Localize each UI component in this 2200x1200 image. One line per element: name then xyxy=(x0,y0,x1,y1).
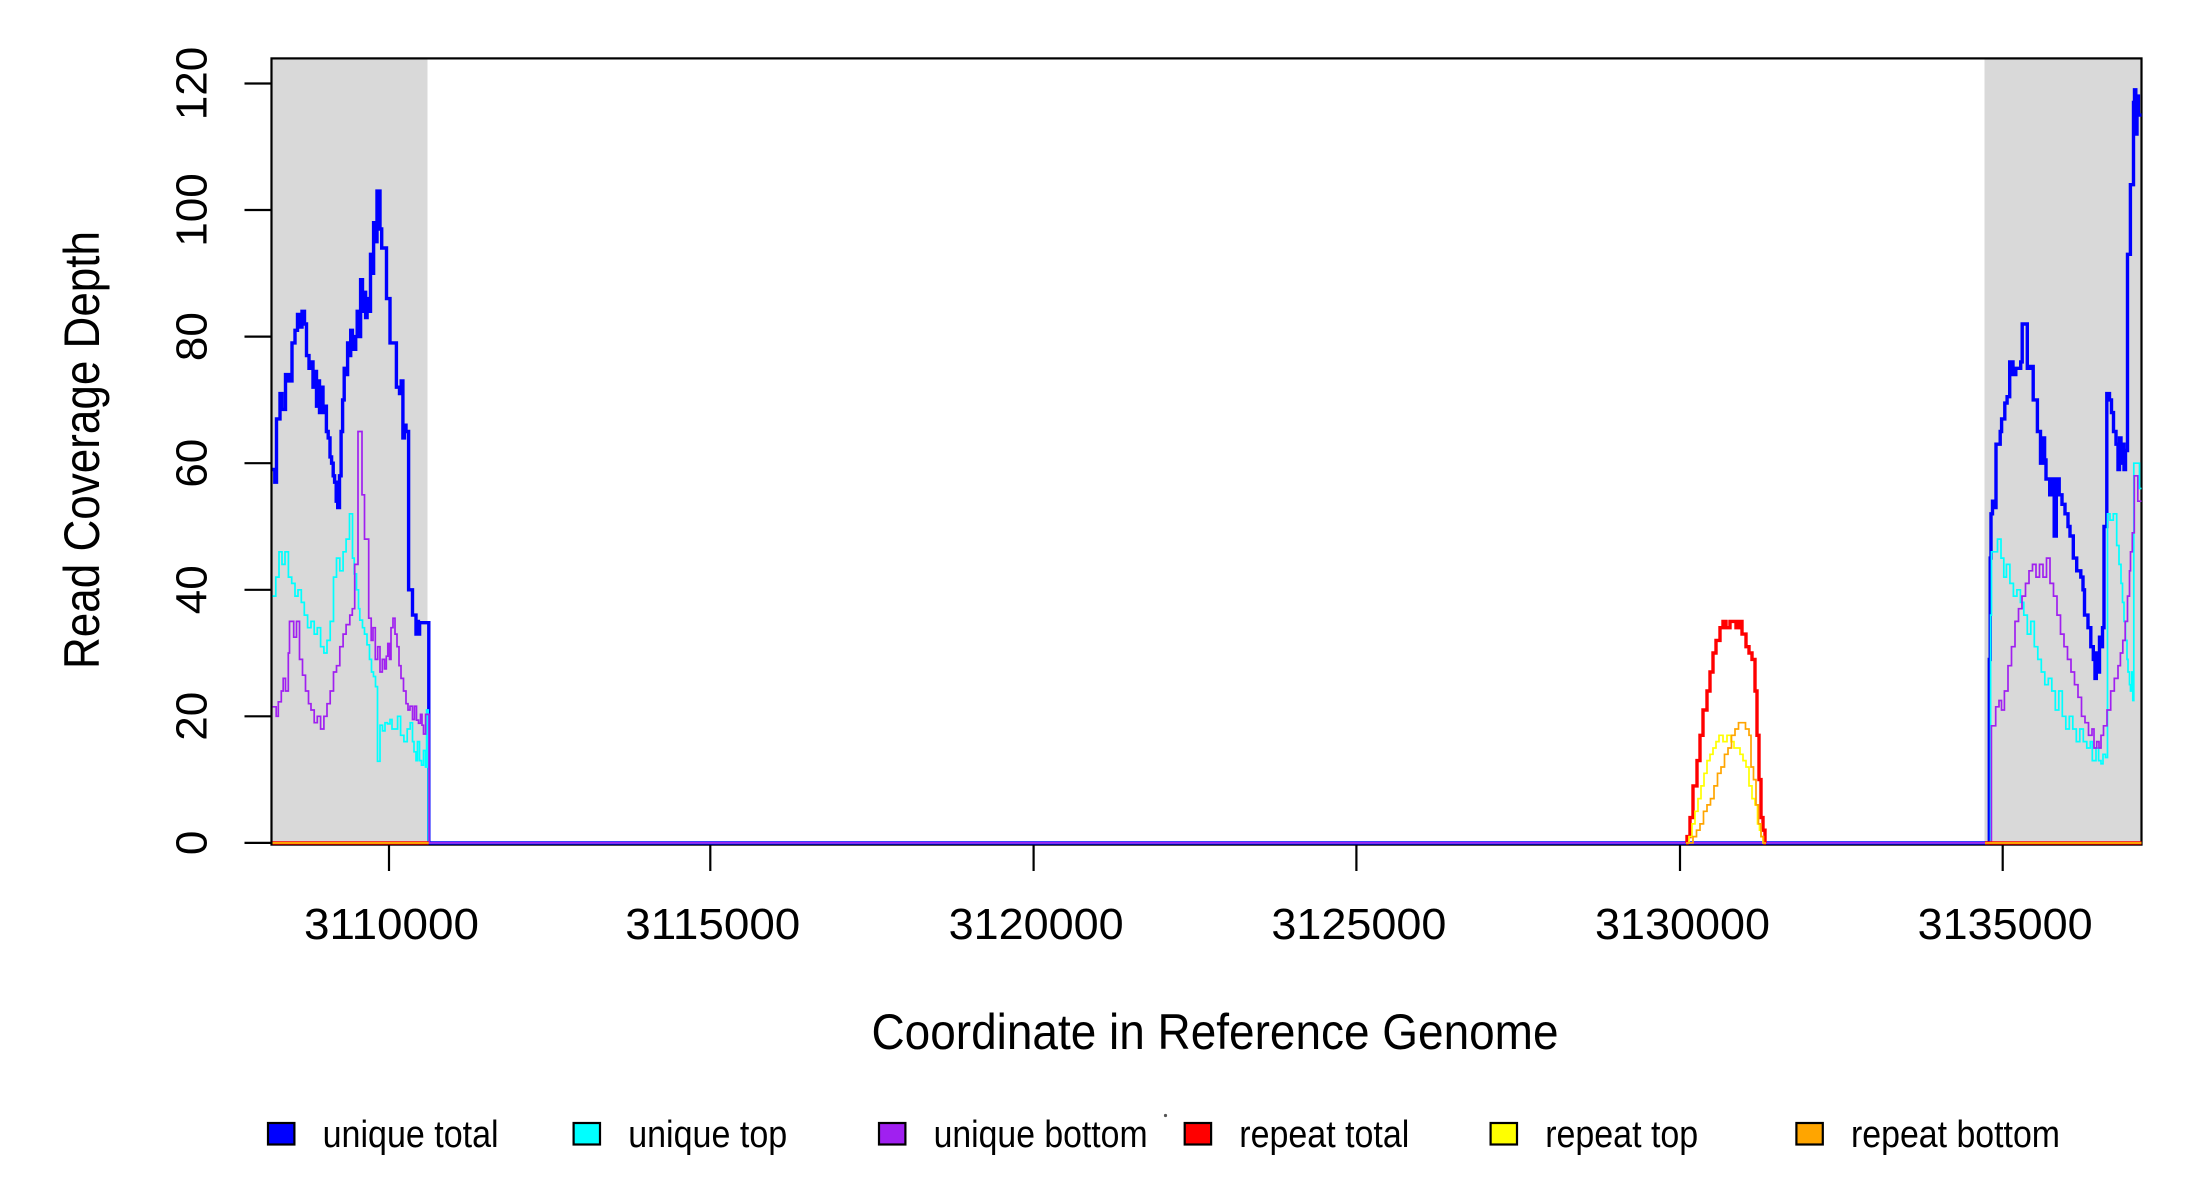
svg-text:120: 120 xyxy=(168,47,217,120)
svg-text:100: 100 xyxy=(168,173,217,246)
svg-text:repeat top: repeat top xyxy=(1545,1114,1698,1156)
svg-text:3125000: 3125000 xyxy=(1271,900,1446,949)
svg-text:3120000: 3120000 xyxy=(949,900,1124,949)
svg-text:repeat bottom: repeat bottom xyxy=(1851,1114,2060,1156)
svg-text:80: 80 xyxy=(168,312,217,361)
svg-text:0: 0 xyxy=(168,831,217,855)
svg-text:unique top: unique top xyxy=(628,1114,787,1156)
svg-text:20: 20 xyxy=(168,692,217,741)
svg-text:unique bottom: unique bottom xyxy=(934,1114,1148,1156)
svg-text:3115000: 3115000 xyxy=(625,900,800,949)
svg-text:Read Coverage Depth: Read Coverage Depth xyxy=(54,231,110,669)
svg-text:3135000: 3135000 xyxy=(1918,900,2093,949)
svg-text:unique total: unique total xyxy=(323,1114,499,1156)
svg-text:repeat total: repeat total xyxy=(1239,1114,1409,1156)
svg-text:40: 40 xyxy=(168,565,217,614)
svg-text:3130000: 3130000 xyxy=(1595,900,1770,949)
svg-text:60: 60 xyxy=(168,439,217,488)
svg-text:3110000: 3110000 xyxy=(304,900,479,949)
svg-text:Coordinate in Reference Genome: Coordinate in Reference Genome xyxy=(872,1004,1559,1060)
